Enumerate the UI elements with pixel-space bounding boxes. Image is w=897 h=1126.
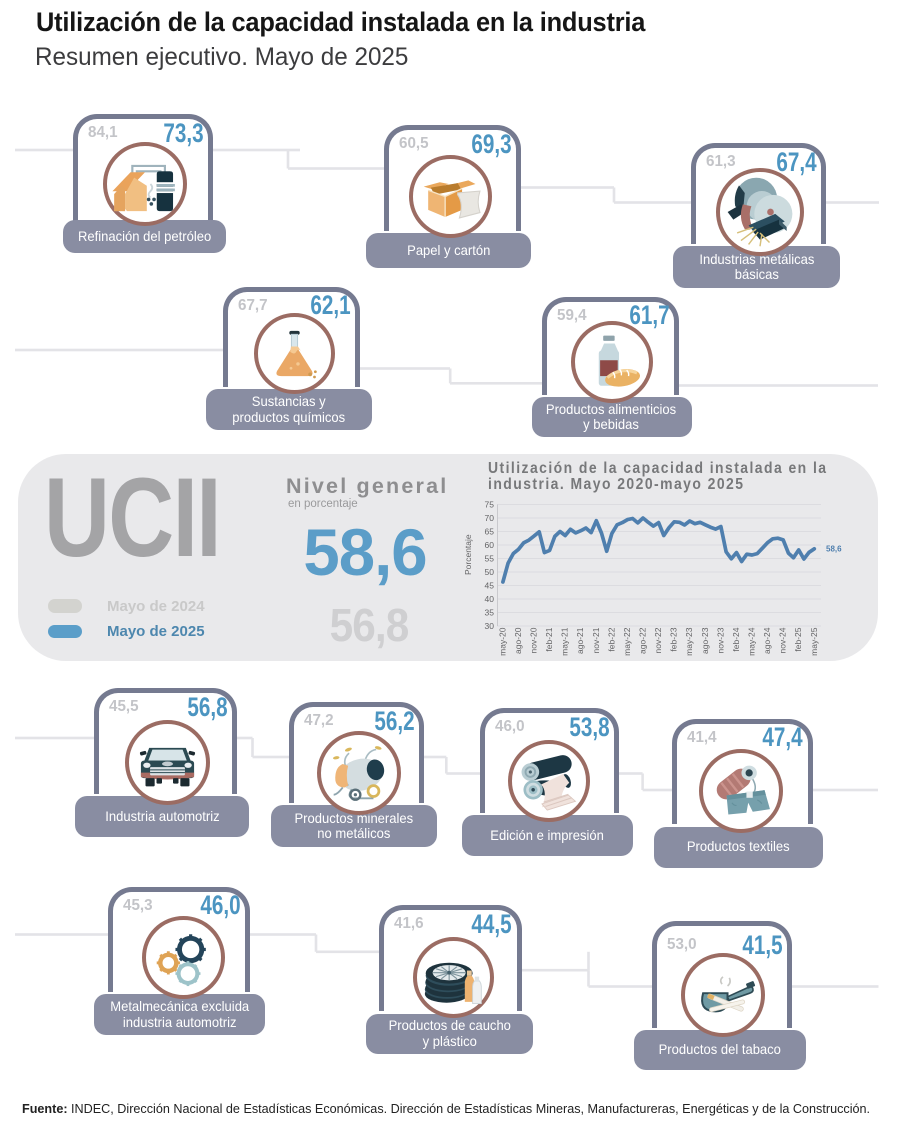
svg-text:nov-22: nov-22 — [653, 627, 663, 653]
svg-text:may-22: may-22 — [622, 627, 632, 656]
svg-text:40: 40 — [485, 594, 495, 604]
svg-text:ago-23: ago-23 — [700, 627, 710, 654]
svg-text:30: 30 — [485, 621, 495, 631]
svg-text:50: 50 — [485, 567, 495, 577]
svg-text:nov-20: nov-20 — [529, 627, 539, 653]
svg-text:feb-23: feb-23 — [669, 627, 679, 651]
svg-text:may-25: may-25 — [809, 627, 819, 656]
svg-text:feb-21: feb-21 — [544, 627, 554, 651]
svg-text:nov-24: nov-24 — [778, 627, 788, 653]
svg-text:feb-24: feb-24 — [731, 627, 741, 651]
svg-text:may-24: may-24 — [747, 627, 757, 656]
svg-text:may-20: may-20 — [497, 627, 507, 656]
svg-text:feb-22: feb-22 — [606, 627, 616, 651]
svg-text:58,6: 58,6 — [826, 544, 842, 553]
svg-text:may-23: may-23 — [684, 627, 694, 656]
svg-text:feb-25: feb-25 — [793, 627, 803, 651]
svg-text:nov-23: nov-23 — [715, 627, 725, 653]
svg-text:75: 75 — [485, 499, 495, 509]
svg-text:nov-21: nov-21 — [591, 627, 601, 653]
svg-text:60: 60 — [485, 540, 495, 550]
svg-text:ago-22: ago-22 — [638, 627, 648, 654]
svg-text:ago-21: ago-21 — [575, 627, 585, 654]
svg-text:55: 55 — [485, 553, 495, 563]
svg-text:Porcentaje: Porcentaje — [463, 534, 473, 575]
svg-text:ago-24: ago-24 — [762, 627, 772, 654]
svg-text:may-21: may-21 — [560, 627, 570, 656]
svg-text:35: 35 — [485, 607, 495, 617]
svg-text:70: 70 — [485, 513, 495, 523]
svg-text:65: 65 — [485, 526, 495, 536]
svg-text:ago-20: ago-20 — [513, 627, 523, 654]
svg-text:45: 45 — [485, 580, 495, 590]
